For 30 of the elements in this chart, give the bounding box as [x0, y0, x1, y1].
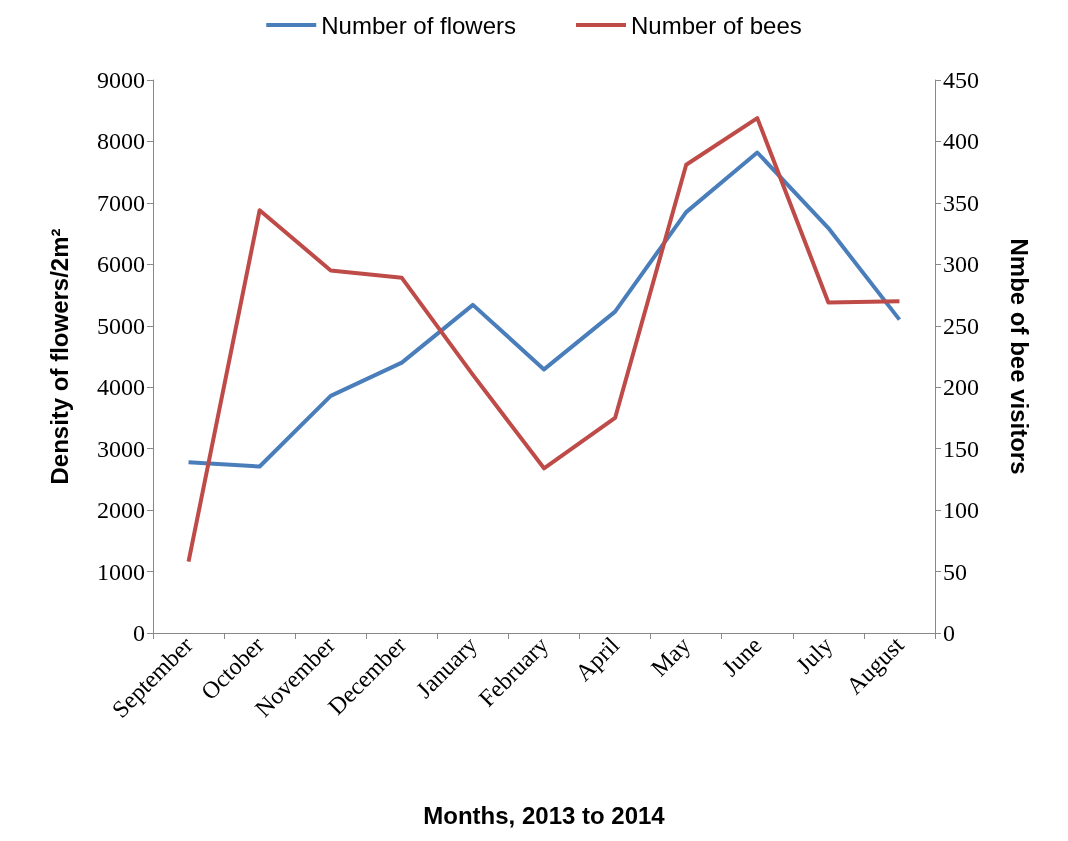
y-tick-label: 5000: [97, 312, 145, 339]
x-tick-label: June: [716, 631, 767, 682]
y-tick-label: 9000: [97, 67, 145, 93]
line-series: [186, 150, 902, 469]
y-tick-label: 4000: [97, 374, 145, 401]
x-tick-label: July: [790, 631, 838, 679]
y-tick-label: 2000: [97, 497, 145, 524]
y2-tick-label: 400: [943, 128, 979, 155]
y2-tick-label: 200: [943, 374, 979, 401]
y-axis-title: Density of flowers/2m²: [45, 228, 73, 485]
y-tick-label: 1000: [97, 558, 145, 585]
y2-tick-label: 150: [943, 435, 979, 462]
y2-tick-label: 250: [943, 312, 979, 339]
y-tick-label: 0: [133, 620, 145, 646]
y-tick-label: 3000: [97, 435, 145, 462]
y2-tick-label: 50: [943, 558, 967, 585]
legend-label: Number of flowers: [321, 11, 516, 39]
y-tick-label: 6000: [97, 251, 145, 278]
x-tick-label: May: [645, 631, 696, 682]
y-tick-label: 7000: [97, 189, 145, 216]
y2-tick-label: 300: [943, 251, 979, 278]
x-axis-title: Months, 2013 to 2014: [423, 801, 666, 829]
y2-axis-title: Nmbe of bee visitors: [1005, 238, 1033, 475]
y2-tick-label: 350: [943, 189, 979, 216]
y2-tick-label: 0: [943, 620, 955, 646]
line-series: [186, 116, 902, 564]
y2-tick-label: 450: [943, 67, 979, 93]
y2-tick-label: 100: [943, 497, 979, 524]
y-tick-label: 8000: [97, 128, 145, 155]
legend-label: Number of bees: [630, 11, 802, 39]
